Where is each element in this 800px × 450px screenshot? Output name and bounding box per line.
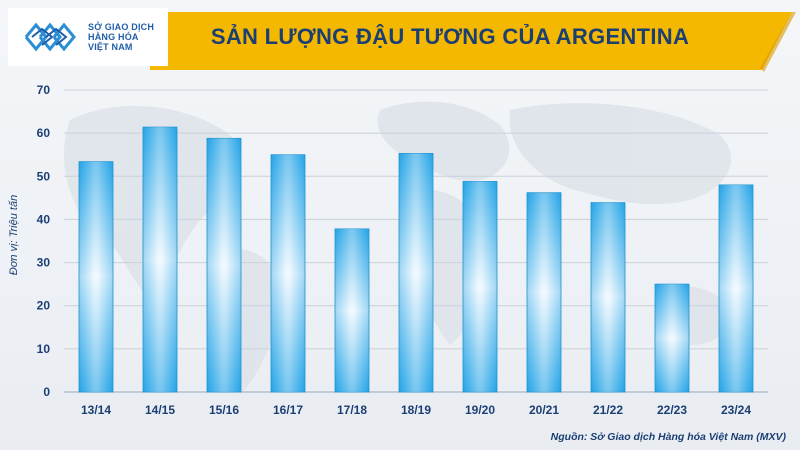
bar-shine (591, 202, 625, 392)
x-tick-label: 17/18 (337, 403, 367, 417)
x-tick-label: 19/20 (465, 403, 495, 417)
y-tick-label: 30 (37, 256, 51, 270)
bar-shine (719, 184, 753, 392)
y-tick-label: 50 (37, 169, 51, 183)
bar-shine (271, 154, 305, 392)
logo: SỞ GIAO DỊCH HÀNG HÓA VIỆT NAM (8, 8, 168, 66)
source-note: Nguồn: Sở Giao dịch Hàng hóa Việt Nam (M… (550, 431, 786, 443)
x-tick-label: 21/22 (593, 403, 623, 417)
title-band (150, 12, 796, 72)
y-tick-label: 10 (37, 342, 51, 356)
bar-shine (207, 138, 241, 392)
bar-shine (527, 192, 561, 392)
bar-shine (79, 161, 113, 392)
x-tick-label: 20/21 (529, 403, 559, 417)
mxv-logo-icon (24, 22, 76, 52)
x-tick-label: 16/17 (273, 403, 303, 417)
x-tick-label: 13/14 (81, 403, 111, 417)
y-tick-label: 60 (37, 126, 51, 140)
logo-text: SỞ GIAO DỊCH HÀNG HÓA VIỆT NAM (88, 22, 155, 52)
bar-shine (655, 284, 689, 392)
y-tick-label: 20 (37, 299, 51, 313)
chart-title: SẢN LƯỢNG ĐẬU TƯƠNG CỦA ARGENTINA (210, 24, 690, 49)
bar-shine (143, 127, 177, 393)
x-tick-label: 22/23 (657, 403, 687, 417)
x-tick-label: 14/15 (145, 403, 175, 417)
x-tick-label: 15/16 (209, 403, 239, 417)
y-tick-label: 40 (37, 212, 51, 226)
bar-shine (463, 181, 497, 392)
x-tick-label: 23/24 (721, 403, 751, 417)
y-axis-label: Đơn vị: Triệu tấn (8, 194, 20, 276)
bar-shine (335, 228, 369, 392)
y-tick-label: 0 (43, 385, 50, 399)
bar-shine (399, 153, 433, 392)
y-tick-label: 70 (37, 83, 51, 97)
x-tick-label: 18/19 (401, 403, 431, 417)
